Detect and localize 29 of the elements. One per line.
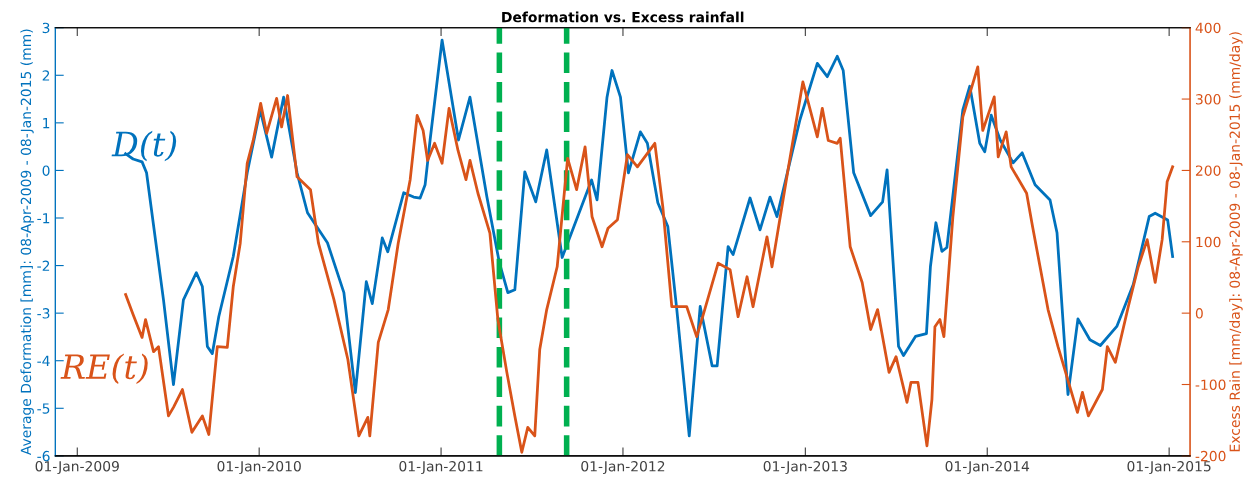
y-tick-label: -2 [37,260,50,271]
y-tick-label: -3 [37,308,50,319]
x-tick-label: 01-Jan-2009 [35,460,119,475]
y-tick-label: -5 [37,403,50,414]
y-tick-label: -1 [37,213,50,224]
y2-tick-label: 300 [1195,94,1221,105]
y2-axis-title: Excess Rain [mm/day]: 08-Apr-2009 - 08-Jan-2015 (mm/day) [1229,32,1243,452]
x-tick-label: 01-Jan-2010 [217,460,301,475]
series-label: D(t) [111,130,177,162]
y-tick-label: 2 [42,70,50,81]
y2-tick-label: 200 [1195,165,1221,176]
x-tick-label: 01-Jan-2014 [945,460,1030,475]
y2-tick-label: 0 [1195,308,1203,319]
series-label: RE(t) [60,353,148,384]
x-tick-label: 01-Jan-2011 [399,460,483,475]
y-tick-label: 3 [42,22,50,34]
y2-tick-label: -100 [1195,379,1226,390]
y-tick-label: 1 [43,118,50,129]
y-tick-label: 0 [42,165,50,176]
y2-tick-label: 400 [1195,22,1221,34]
y2-tick-label: -200 [1195,450,1226,462]
y-tick-label: -4 [37,355,50,366]
x-tick-label: 01-Jan-2012 [581,460,665,475]
y-tick-label: -6 [37,450,50,462]
x-tick-label: 01-Jan-2015 [1127,460,1211,475]
x-tick-label: 01-Jan-2013 [763,460,847,475]
y2-tick-label: 100 [1196,236,1221,248]
y-axis-title: Average Deformation [mm]: 08-Apr-2009 - 08-Jan-2015 (mm) [20,29,34,456]
chart-title: Deformation vs. Excess rainfall [502,11,744,23]
